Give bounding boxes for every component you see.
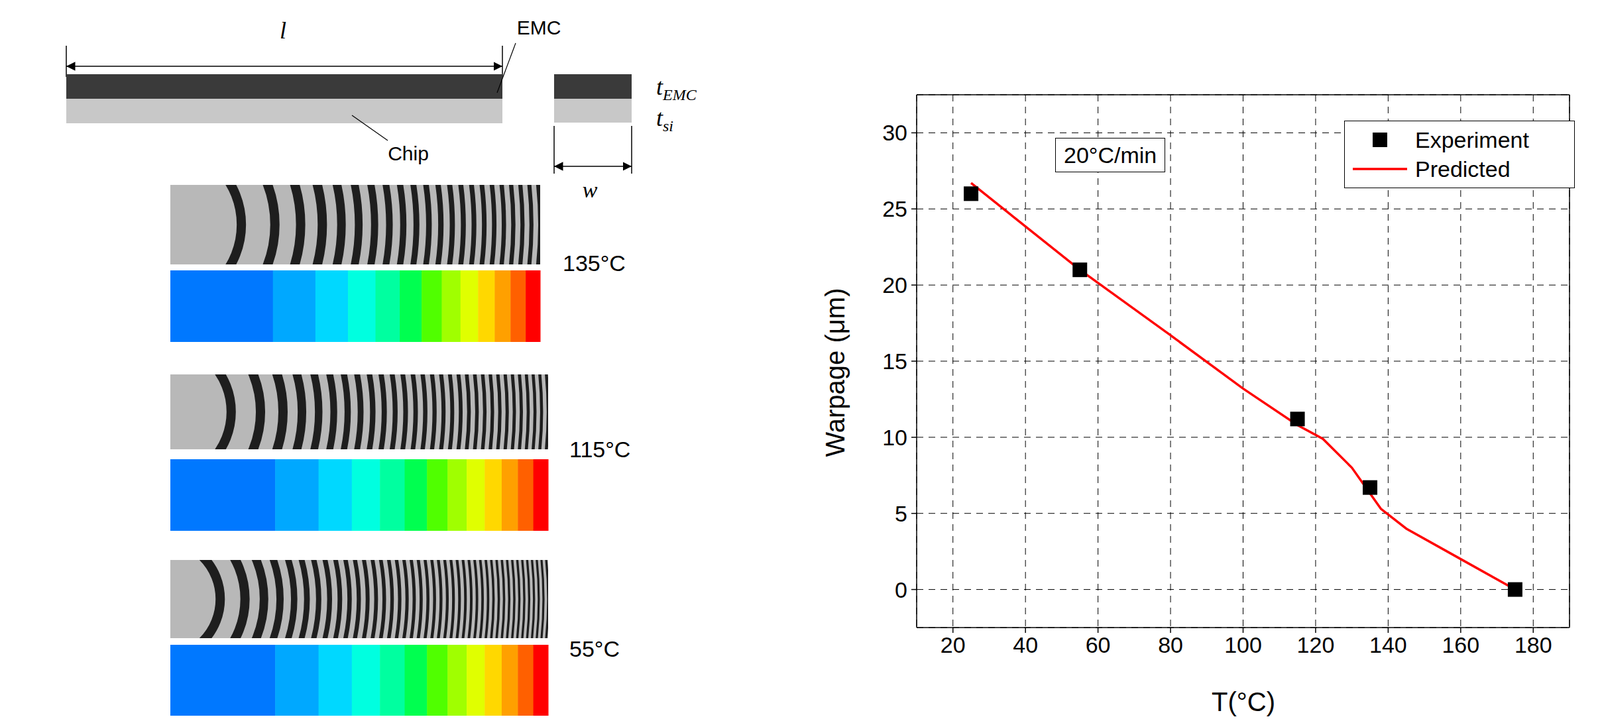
html-text:T(°C): T(°C) xyxy=(1211,687,1276,717)
svg-text:5: 5 xyxy=(894,501,908,527)
html-text:Experiment: Experiment xyxy=(1415,126,1530,153)
svg-text:20: 20 xyxy=(882,272,908,298)
svg-text:30: 30 xyxy=(882,119,908,146)
svg-text:160: 160 xyxy=(1441,632,1480,658)
svg-text:l: l xyxy=(279,17,287,44)
svg-text:120: 120 xyxy=(1297,632,1335,658)
svg-text:10: 10 xyxy=(882,424,908,451)
svg-text:60: 60 xyxy=(1085,632,1111,658)
svg-text:80: 80 xyxy=(1157,632,1184,658)
svg-text:115°C: 115°C xyxy=(569,436,631,462)
svg-text:20: 20 xyxy=(940,632,966,658)
svg-text:tsi: tsi xyxy=(656,104,674,135)
svg-text:55°C: 55°C xyxy=(569,636,620,662)
svg-text:w: w xyxy=(582,177,598,203)
svg-text:0: 0 xyxy=(894,577,908,603)
svg-text:Chip: Chip xyxy=(387,142,429,165)
svg-text:140: 140 xyxy=(1369,632,1408,658)
html-text:Predicted: Predicted xyxy=(1415,156,1511,182)
html-text:20°C/min: 20°C/min xyxy=(1063,142,1157,168)
svg-text:135°C: 135°C xyxy=(562,250,626,276)
svg-text:EMC: EMC xyxy=(516,16,562,39)
svg-text:40: 40 xyxy=(1012,632,1038,658)
svg-text:15: 15 xyxy=(882,348,908,374)
svg-text:25: 25 xyxy=(882,196,908,222)
html-text:Warpage (μm): Warpage (μm) xyxy=(820,287,850,458)
svg-text:tEMC: tEMC xyxy=(656,73,698,104)
svg-text:180: 180 xyxy=(1514,632,1553,658)
svg-text:100: 100 xyxy=(1224,632,1262,658)
